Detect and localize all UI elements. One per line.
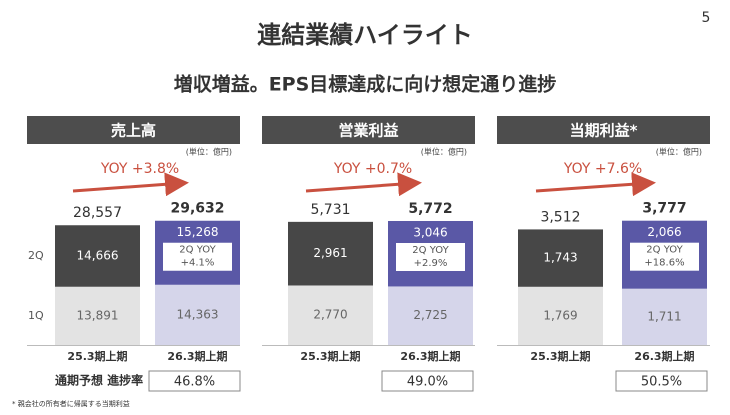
progress-box <box>615 370 708 392</box>
bar-segment <box>622 288 707 345</box>
bar-segment <box>518 229 603 287</box>
bar-segment <box>288 285 373 345</box>
yoy-label: YOY +3.8% <box>100 161 179 177</box>
yoy-arrow <box>305 172 422 197</box>
panel-header <box>262 116 475 144</box>
category-label: 26.3期上期 <box>167 349 227 363</box>
bar-segment <box>288 221 373 286</box>
bar-segment <box>55 225 140 287</box>
category-label: 25.3期上期 <box>67 349 127 363</box>
annotation-box <box>163 242 232 271</box>
segment-label: 1,769 <box>543 308 577 322</box>
total-label: 3,777 <box>642 201 686 217</box>
panel-title: 当期利益* <box>570 122 638 140</box>
annotation-box <box>396 242 465 271</box>
series-name: 1Q <box>28 309 44 322</box>
annotation-text: +4.1% <box>181 258 215 269</box>
segment-label: 3,046 <box>413 225 447 239</box>
category-label: 25.3期上期 <box>300 349 360 363</box>
progress-rate: 50.5% <box>641 375 682 390</box>
panel-title: 営業利益 <box>338 122 398 140</box>
segment-label: 13,891 <box>77 308 119 322</box>
yoy-arrow <box>535 172 656 197</box>
panel-header <box>27 116 240 144</box>
bar-segment <box>518 286 603 345</box>
category-label: 25.3期上期 <box>530 349 590 363</box>
total-label: 5,772 <box>408 201 452 217</box>
category-label: 26.3期上期 <box>400 349 460 363</box>
yoy-arrow <box>72 172 189 197</box>
segment-label: 14,363 <box>177 307 219 321</box>
annotation-text: 2Q YOY <box>179 245 216 256</box>
slide-title: 連結業績ハイライト <box>257 21 473 49</box>
segment-label: 1,711 <box>647 309 681 323</box>
progress-rate: 46.8% <box>174 375 215 390</box>
bar-segment <box>155 284 240 345</box>
progress-label: 通期予想 進捗率 <box>55 373 143 388</box>
segment-label: 2,961 <box>313 246 347 260</box>
unit-label: (単位：億円) <box>656 147 702 157</box>
total-label: 3,512 <box>540 209 580 225</box>
progress-box <box>381 370 474 392</box>
slide-subtitle: 増収増益。EPS目標達成に向け想定通り進捗 <box>174 73 557 96</box>
segment-label: 14,666 <box>77 248 119 262</box>
page-number: 5 <box>702 10 711 26</box>
segment-label: 1,743 <box>543 251 577 265</box>
panel-header <box>497 116 710 144</box>
segment-label: 2,770 <box>313 308 347 322</box>
category-label: 26.3期上期 <box>634 349 694 363</box>
total-label: 5,731 <box>310 202 350 218</box>
annotation-text: 2Q YOY <box>412 245 449 256</box>
annotation-box <box>630 242 699 271</box>
annotation-text: 2Q YOY <box>646 245 683 256</box>
panel-title: 売上高 <box>111 122 156 140</box>
yoy-label: YOY +7.6% <box>563 161 642 177</box>
segment-label: 2,066 <box>647 225 681 239</box>
progress-rate: 49.0% <box>407 375 448 390</box>
bar-segment <box>55 286 140 345</box>
series-name: 2Q <box>28 249 44 262</box>
footnote: * 親会社の所有者に帰属する当期利益 <box>12 399 130 408</box>
bar-segment <box>388 286 473 345</box>
yoy-label: YOY +0.7% <box>333 161 412 177</box>
annotation-text: +2.9% <box>414 258 448 269</box>
unit-label: (単位：億円) <box>186 147 232 157</box>
segment-label: 2,725 <box>413 308 447 322</box>
segment-label: 15,268 <box>177 225 219 239</box>
total-label: 29,632 <box>170 201 224 217</box>
total-label: 28,557 <box>73 205 122 221</box>
annotation-text: +18.6% <box>644 258 684 269</box>
progress-box <box>148 370 241 392</box>
unit-label: (単位：億円) <box>421 147 467 157</box>
